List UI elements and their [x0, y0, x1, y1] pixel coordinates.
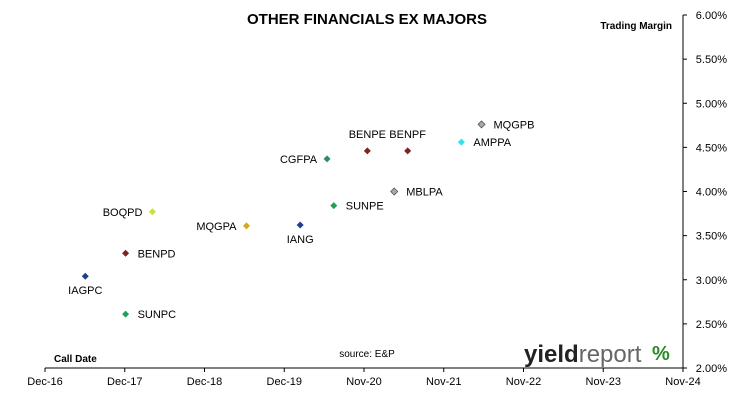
point-label: BENPF [389, 129, 426, 141]
x-tick-label: Dec-17 [107, 376, 142, 388]
axes: Dec-16 Dec-17 Dec-18 Dec-19 Nov-20 Nov-21 Nov-… [27, 10, 727, 388]
data-point-cgfpa: CGFPA [280, 154, 331, 166]
point-marker [330, 202, 338, 210]
chart-title: OTHER FINANCIALS EX MAJORS [247, 11, 487, 28]
point-label: SUNPC [138, 309, 177, 321]
logo-report: report [579, 341, 642, 368]
svg-text:yieldreport: yieldreport [524, 341, 642, 368]
data-point-benpe: BENPE [349, 129, 386, 155]
y-tick-label: 4.50% [696, 142, 727, 154]
y-tick-label: 2.50% [696, 319, 727, 331]
x-tick-label: Dec-18 [187, 376, 222, 388]
y-ticks: 2.00% 2.50% 3.00% 3.50% 4.00% 4.50% 5.00% 5.50%… [683, 10, 727, 375]
point-marker [148, 208, 156, 216]
x-tick-label: Nov-23 [586, 376, 621, 388]
point-label: BENPE [349, 129, 386, 141]
x-axis-label: Call Date [54, 354, 97, 365]
y-tick-label: 5.00% [696, 98, 727, 110]
point-marker [323, 155, 331, 163]
x-ticks: Dec-16 Dec-17 Dec-18 Dec-19 Nov-20 Nov-21 Nov-… [27, 368, 701, 388]
point-marker [404, 147, 412, 155]
x-tick-label: Nov-24 [665, 376, 700, 388]
y-tick-label: 5.50% [696, 54, 727, 66]
data-point-sunpe: SUNPE [330, 201, 384, 213]
data-point-benpf: BENPF [389, 129, 426, 155]
data-point-benpd: BENPD [122, 248, 176, 260]
data-point-sunpc: SUNPC [122, 309, 176, 321]
x-tick-label: Nov-20 [346, 376, 381, 388]
point-marker [81, 272, 89, 280]
y-tick-label: 3.00% [696, 275, 727, 287]
point-marker [296, 221, 304, 229]
point-marker [122, 310, 130, 318]
point-label: IAGPC [68, 285, 102, 297]
point-label: SUNPE [346, 201, 384, 213]
y-tick-label: 4.00% [696, 187, 727, 199]
data-point-boqpd: BOQPD [103, 207, 156, 219]
point-label: MBLPA [406, 187, 443, 199]
y-axis-label: Trading Margin [600, 21, 672, 32]
point-label: CGFPA [280, 154, 318, 166]
data-point-mqgpa: MQGPA [196, 221, 250, 233]
data-point-mblpa: MBLPA [390, 187, 443, 199]
point-label: IANG [287, 234, 314, 246]
point-marker [122, 249, 130, 257]
point-label: MQGPB [494, 119, 535, 131]
x-tick-label: Dec-16 [27, 376, 62, 388]
point-label: AMPPA [473, 137, 511, 149]
point-marker [363, 147, 371, 155]
data-point-iagpc: IAGPC [68, 272, 102, 297]
point-marker [390, 187, 399, 196]
data-point-amppa: AMPPA [457, 137, 512, 149]
logo-percent: % [652, 343, 670, 365]
y-tick-label: 6.00% [696, 10, 727, 22]
point-marker [477, 120, 486, 129]
data-point-mqgpb: MQGPB [477, 119, 535, 131]
point-label: MQGPA [196, 221, 237, 233]
yieldreport-logo: yieldreport % [524, 341, 670, 368]
point-marker [457, 138, 465, 146]
x-tick-label: Dec-19 [267, 376, 302, 388]
source-note: source: E&P [339, 349, 395, 360]
point-label: BOQPD [103, 207, 143, 219]
y-tick-label: 2.00% [696, 363, 727, 375]
y-tick-label: 3.50% [696, 231, 727, 243]
x-tick-label: Nov-22 [506, 376, 541, 388]
point-label: BENPD [138, 248, 176, 260]
x-tick-label: Nov-21 [426, 376, 461, 388]
point-marker [242, 222, 250, 230]
logo-yield: yield [524, 341, 579, 368]
data-point-iang: IANG [287, 221, 314, 246]
data-points: IAGPC SUNPC BENPD BOQPD MQGPA IANG CGFPA SUNPE B… [68, 119, 534, 321]
